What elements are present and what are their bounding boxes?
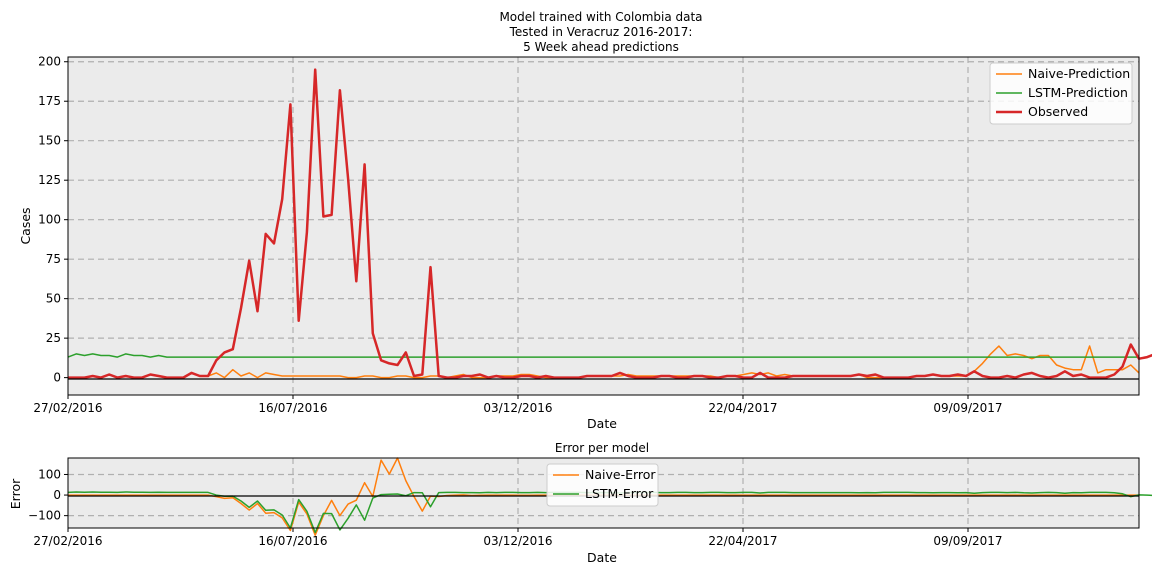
top-chart: Model trained with Colombia data Tested …	[18, 10, 1152, 431]
y-tick-label: 0	[53, 488, 61, 502]
top-plot-frame	[67, 56, 1140, 396]
x-tick-label: 27/02/2016	[33, 401, 102, 415]
bottom-x-ticks: 27/02/2016 16/07/2016 03/12/2016 22/04/2017…	[33, 528, 1003, 548]
series-line-observed	[68, 68, 1152, 379]
y-tick-label: 75	[46, 252, 61, 266]
y-tick-label: 100	[38, 467, 61, 481]
top-title-line-3: 5 Week ahead predictions	[523, 40, 679, 54]
top-y-ticks: 0 25 50 75 100 125 150 175 200	[38, 55, 68, 385]
y-tick-label: 50	[46, 292, 61, 306]
top-plot-area	[68, 57, 1139, 395]
x-tick-label: 22/04/2017	[708, 401, 777, 415]
bottom-chart: Error per model −100 0 100 27/02/2016 16/07…	[8, 441, 1152, 565]
legend-label-observed: Observed	[1028, 104, 1088, 119]
x-tick-label: 03/12/2016	[483, 534, 552, 548]
bottom-title: Error per model	[555, 441, 649, 455]
top-title-line-1: Model trained with Colombia data	[499, 10, 702, 24]
top-title-line-2: Tested in Veracruz 2016-2017:	[509, 25, 693, 39]
x-tick-label: 03/12/2016	[483, 401, 552, 415]
top-x-ticks: 27/02/2016 16/07/2016 03/12/2016 22/04/2017…	[33, 395, 1003, 415]
bottom-plot-frame	[67, 457, 1140, 529]
top-series-lines	[67, 68, 1152, 379]
x-tick-label: 09/09/2017	[933, 401, 1002, 415]
y-tick-label: 175	[38, 94, 61, 108]
bottom-y-axis-label: Error	[8, 478, 23, 509]
x-tick-label: 16/07/2016	[258, 401, 327, 415]
bottom-legend: Naive-Error LSTM-Error	[546, 463, 659, 507]
y-tick-label: 100	[38, 213, 61, 227]
top-legend: Naive-Prediction LSTM-Prediction Observe…	[989, 62, 1133, 125]
x-tick-label: 22/04/2017	[708, 534, 777, 548]
y-tick-label: 25	[46, 331, 61, 345]
y-tick-label: 200	[38, 55, 61, 69]
x-tick-label: 16/07/2016	[258, 534, 327, 548]
legend-label-naive: Naive-Prediction	[1028, 66, 1130, 81]
y-tick-label: 0	[53, 371, 61, 385]
x-tick-label: 09/09/2017	[933, 534, 1002, 548]
y-tick-label: 125	[38, 173, 61, 187]
top-gridlines	[68, 57, 1139, 395]
legend-label-lstm: LSTM-Prediction	[1028, 85, 1128, 100]
top-y-axis-label: Cases	[18, 207, 33, 244]
bottom-y-ticks: −100 0 100	[28, 467, 68, 523]
series-line-lstm-prediction	[67, 353, 1139, 358]
legend-label-naive-error: Naive-Error	[585, 467, 656, 482]
legend-label-lstm-error: LSTM-Error	[585, 486, 654, 501]
y-tick-label: 150	[38, 134, 61, 148]
bottom-x-axis-label: Date	[587, 550, 617, 565]
x-tick-label: 27/02/2016	[33, 534, 102, 548]
y-tick-label: −100	[28, 509, 61, 523]
top-legend-box	[989, 62, 1133, 125]
top-x-axis-label: Date	[587, 416, 617, 431]
